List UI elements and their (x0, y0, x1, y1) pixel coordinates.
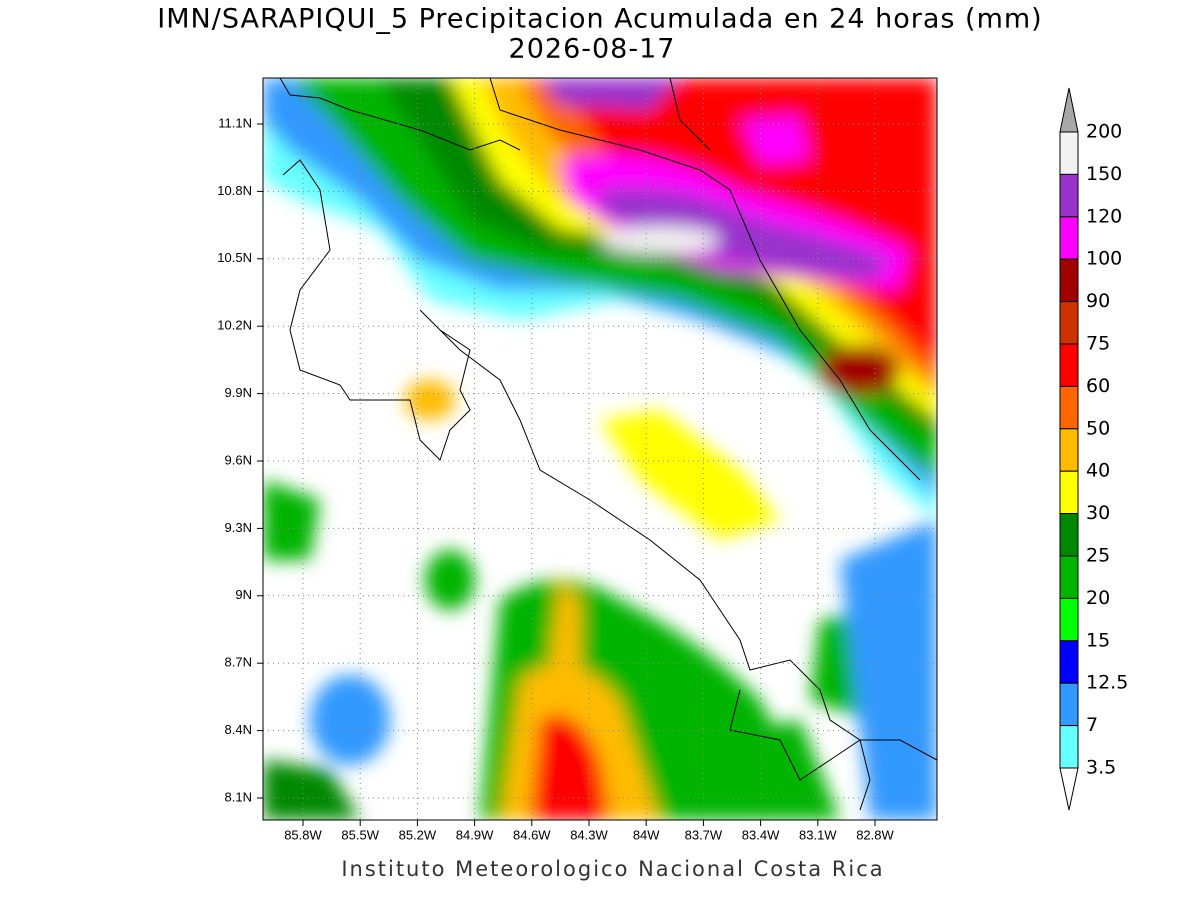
lat-label: 10.2N (217, 318, 252, 333)
lat-label: 10.8N (217, 183, 252, 198)
colorbar-label: 60 (1086, 375, 1110, 397)
lon-label: 83.1W (799, 827, 837, 842)
lat-label: 8.7N (225, 655, 252, 670)
colorbar-label: 90 (1086, 290, 1110, 312)
grid (263, 78, 937, 820)
lon-label: 85.5W (341, 827, 379, 842)
lat-label: 9.6N (225, 452, 252, 467)
colorbar-box (1059, 513, 1079, 557)
colorbar-box (1059, 725, 1079, 769)
colorbar: 200 150 120 100 90 75 60 50 40 30 25 20 15 12.5 7 3.5 (1059, 87, 1128, 811)
colorbar-label: 100 (1086, 248, 1122, 270)
colorbar-arrow-bottom (1059, 767, 1079, 811)
footer: Instituto Meteorologico Nacional Costa R… (341, 857, 884, 881)
coastline (279, 77, 938, 811)
colorbar-label: 150 (1086, 163, 1122, 185)
colorbar-box (1059, 597, 1079, 642)
colorbar-box (1059, 470, 1079, 515)
colorbar-box (1059, 640, 1079, 684)
colorbar-box (1059, 131, 1079, 175)
map-frame (262, 77, 938, 821)
lon-label: 84.3W (570, 827, 608, 842)
colorbar-label: 200 (1086, 121, 1122, 143)
colorbar-label: 20 (1086, 587, 1110, 609)
colorbar-label: 30 (1086, 502, 1110, 524)
lat-label: 9.9N (225, 385, 252, 400)
colorbar-box (1059, 343, 1079, 387)
lon-label: 82.8W (856, 827, 894, 842)
title: IMN/SARAPIQUI_5 Precipitacion Acumulada … (157, 4, 1042, 35)
colorbar-box (1059, 385, 1079, 430)
lon-label: 84.6W (513, 827, 551, 842)
colorbar-box (1059, 258, 1079, 303)
colorbar-box (1059, 682, 1079, 727)
lon-label: 83.7W (685, 827, 723, 842)
lat-axis: 11.1N 10.8N 10.5N 10.2N 9.9N 9.6N 9.3N 9N 8.7N 8.… (217, 115, 263, 804)
lat-label: 9.3N (225, 520, 252, 535)
colorbar-box (1059, 428, 1079, 472)
colorbar-box (1059, 173, 1079, 218)
colorbar-label: 3.5 (1086, 757, 1116, 779)
colorbar-label: 75 (1086, 333, 1110, 355)
colorbar-label: 25 (1086, 545, 1110, 567)
lon-label: 84.9W (456, 827, 494, 842)
colorbar-box (1059, 216, 1079, 260)
subtitle: 2026-08-17 (509, 34, 676, 65)
lat-label: 10.5N (217, 250, 252, 265)
lat-label: 11.1N (218, 115, 252, 130)
lon-label: 85.8W (284, 827, 322, 842)
lon-label: 83.4W (742, 827, 780, 842)
colorbar-label: 40 (1086, 460, 1110, 482)
colorbar-box (1059, 301, 1079, 345)
lon-label: 85.2W (399, 827, 437, 842)
precipitation-field (263, 78, 937, 820)
colorbar-arrow-top (1059, 87, 1079, 133)
colorbar-label: 120 (1086, 205, 1122, 227)
lat-label: 8.4N (225, 722, 252, 737)
lon-label: 84W (633, 827, 660, 842)
colorbar-label: 15 (1086, 629, 1110, 651)
colorbar-label: 12.5 (1086, 672, 1128, 694)
colorbar-box (1059, 555, 1079, 599)
lon-axis: 85.8W 85.5W 85.2W 84.9W 84.6W 84.3W 84W 83.7W 83… (284, 820, 895, 842)
colorbar-label: 50 (1086, 417, 1110, 439)
colorbar-label: 7 (1086, 714, 1098, 736)
lat-label: 8.1N (225, 789, 252, 804)
lat-label: 9N (235, 587, 252, 602)
